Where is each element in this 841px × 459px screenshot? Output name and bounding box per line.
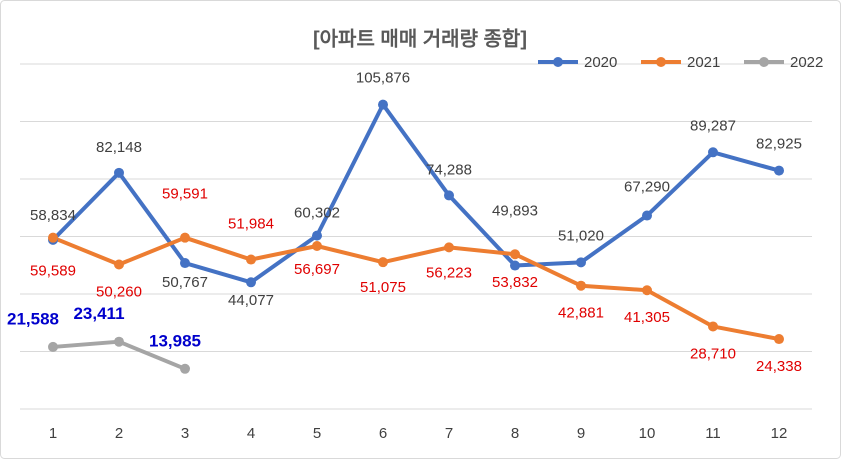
data-point [510,249,520,260]
data-label: 82,148 [96,139,142,156]
data-point [708,147,718,158]
data-label: 67,290 [624,179,670,196]
data-label: 89,287 [690,117,736,134]
data-point [774,165,784,176]
x-tick-label: 11 [705,425,721,442]
data-label: 42,881 [558,305,604,322]
data-label: 56,697 [294,261,340,278]
data-point [114,259,124,270]
data-label: 50,767 [162,274,208,291]
x-tick-label: 7 [445,425,453,442]
data-label: 51,984 [228,216,274,233]
data-label: 23,411 [73,304,124,323]
data-point [444,242,454,253]
data-point [48,232,58,243]
x-tick-label: 5 [313,425,321,442]
x-tick-label: 9 [577,425,585,442]
data-point [642,285,652,296]
x-tick-label: 8 [511,425,519,442]
data-point [378,99,388,110]
data-label: 59,591 [162,186,208,203]
data-point [576,280,586,291]
data-point [378,257,388,268]
x-tick-label: 4 [247,425,255,442]
data-label: 49,893 [492,203,538,220]
data-point [180,232,190,243]
chart-title: [아파트 매매 거래량 종합] [313,27,527,50]
data-label: 50,260 [96,283,142,300]
legend-label: 2022 [790,54,823,71]
data-label: 51,075 [360,279,406,296]
data-point [180,363,190,374]
data-label: 44,077 [228,292,274,309]
data-point [576,257,586,268]
series-line [52,235,780,341]
data-label: 105,876 [356,70,410,87]
x-tick-label: 10 [639,425,656,442]
data-label: 53,832 [492,274,538,291]
x-tick-label: 1 [49,425,57,442]
data-label: 28,710 [690,345,736,362]
data-point [444,190,454,201]
data-point [510,260,520,271]
data-point [642,210,652,221]
legend-marker [553,57,563,67]
x-tick-label: 2 [115,425,123,442]
data-point [114,167,124,178]
data-point [312,230,322,241]
x-tick-label: 12 [771,425,788,442]
data-label: 24,338 [756,358,802,375]
data-label: 58,834 [30,207,76,224]
x-tick-label: 3 [181,425,189,442]
data-label: 56,223 [426,264,472,281]
data-point [48,341,58,352]
data-point [180,258,190,269]
data-point [708,321,718,332]
data-point [312,240,322,251]
legend-label: 2021 [687,54,720,71]
data-label: 74,288 [426,161,472,178]
data-point [114,336,124,347]
data-label: 51,020 [558,227,604,244]
data-label: 21,588 [7,309,59,328]
data-point [246,254,256,265]
data-label: 13,985 [149,331,201,350]
data-label: 41,305 [624,309,670,326]
x-tick-label: 6 [379,425,387,442]
data-point [246,277,256,288]
data-label: 82,925 [756,136,802,153]
legend-label: 2020 [584,54,617,71]
series-line [51,102,780,285]
data-point [774,334,784,345]
legend-marker [656,57,666,67]
legend-marker [759,57,769,67]
data-label: 59,589 [30,263,76,280]
data-label: 60,302 [294,205,340,222]
